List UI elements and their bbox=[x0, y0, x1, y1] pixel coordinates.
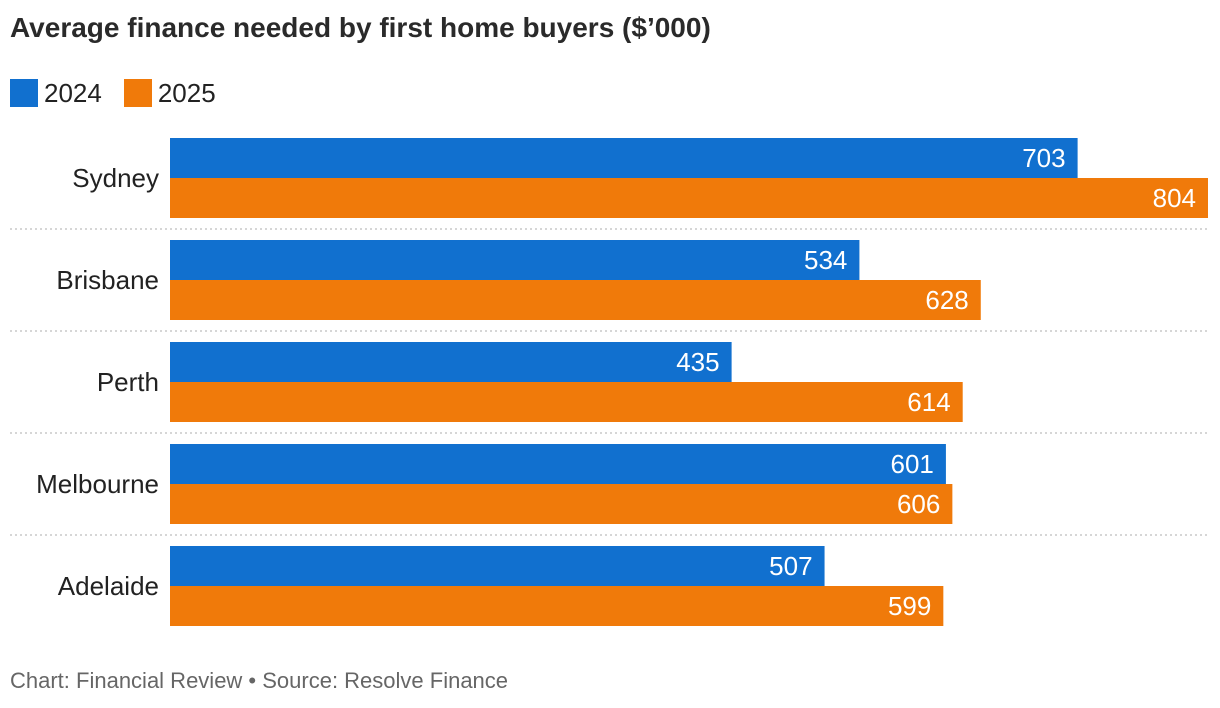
category-label-melbourne: Melbourne bbox=[36, 469, 159, 499]
chart-title: Average finance needed by first home buy… bbox=[10, 12, 711, 43]
value-label-perth-2024: 435 bbox=[676, 347, 719, 377]
bar-sydney-2024 bbox=[170, 138, 1078, 178]
value-label-adelaide-2025: 599 bbox=[888, 591, 931, 621]
category-label-adelaide: Adelaide bbox=[58, 571, 159, 601]
chart-footer: Chart: Financial Review • Source: Resolv… bbox=[10, 668, 509, 693]
value-label-perth-2025: 614 bbox=[907, 387, 950, 417]
bar-perth-2024 bbox=[170, 342, 732, 382]
legend-label-2024: 2024 bbox=[44, 77, 102, 108]
value-label-sydney-2024: 703 bbox=[1022, 143, 1065, 173]
value-label-brisbane-2025: 628 bbox=[925, 285, 968, 315]
legend-label-2025: 2025 bbox=[157, 77, 216, 108]
category-label-perth: Perth bbox=[97, 367, 159, 397]
value-label-melbourne-2025: 606 bbox=[897, 489, 940, 519]
bar-brisbane-2025 bbox=[170, 280, 981, 320]
legend-item-2025: 2025 bbox=[123, 77, 216, 109]
legend-swatch-2025 bbox=[123, 79, 152, 107]
category-label-sydney: Sydney bbox=[72, 163, 159, 193]
legend-item-2024: 2024 bbox=[10, 78, 102, 109]
bar-melbourne-2025 bbox=[170, 484, 953, 524]
bar-melbourne-2024 bbox=[170, 444, 946, 484]
bar-perth-2025 bbox=[170, 382, 963, 422]
value-label-melbourne-2024: 601 bbox=[891, 449, 934, 479]
bar-brisbane-2024 bbox=[170, 240, 860, 280]
bar-adelaide-2025 bbox=[170, 586, 944, 626]
bar-adelaide-2024 bbox=[170, 546, 825, 586]
legend: 2024 2025 bbox=[10, 78, 238, 108]
bar-sydney-2025 bbox=[170, 178, 1208, 218]
value-label-brisbane-2024: 534 bbox=[804, 245, 847, 275]
value-label-sydney-2025: 804 bbox=[1153, 183, 1196, 213]
value-label-adelaide-2024: 507 bbox=[769, 551, 812, 581]
category-label-brisbane: Brisbane bbox=[56, 265, 159, 295]
legend-swatch-2024 bbox=[10, 79, 38, 107]
